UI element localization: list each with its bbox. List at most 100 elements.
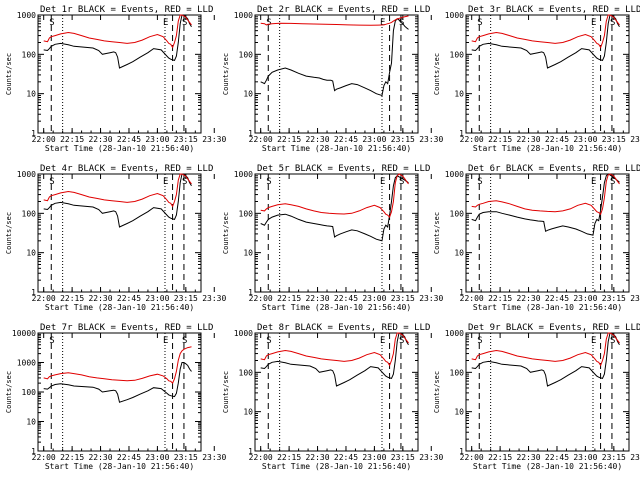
y-tick-label: 100	[239, 368, 254, 377]
x-tick-label: 22:30	[88, 453, 112, 462]
x-tick-label: 23:30	[202, 294, 226, 303]
x-tick-label: 22:30	[88, 294, 112, 303]
y-tick-label: 1	[248, 288, 253, 297]
y-tick-label: 100	[450, 50, 465, 59]
x-tick-label: 23:30	[630, 135, 640, 144]
lld-series-line	[43, 346, 192, 384]
y-tick-label: 1000	[234, 11, 253, 20]
panel-title: Det 2r BLACK = Events, RED = LLD	[257, 5, 430, 15]
y-tick-label: 100	[22, 50, 37, 59]
marker-label-S: S	[266, 177, 271, 187]
marker-label-S: S	[477, 177, 482, 187]
y-axis-label: Counts/sec	[222, 371, 230, 413]
x-tick-label: 22:30	[305, 294, 329, 303]
y-tick-label: 1	[459, 129, 464, 138]
y-tick-label: 10	[243, 249, 253, 258]
events-series-line	[471, 173, 620, 236]
y-tick-label: 1	[459, 447, 464, 456]
x-tick-label: 23:00	[573, 453, 597, 462]
y-tick-label: 10000	[12, 329, 36, 338]
panel-det-8: Det 8r BLACK = Events, RED = LLD 1 10 100 10…	[222, 323, 443, 471]
panel-det-1: Det 1r BLACK = Events, RED = LLD 1 10 100 10…	[5, 5, 226, 153]
x-tick-label: 23:00	[573, 135, 597, 144]
y-tick-label: 1000	[445, 11, 464, 20]
panel-det-4: Det 4r BLACK = Events, RED = LLD 1 10 100 10…	[5, 164, 226, 312]
x-tick-label: 22:15	[60, 135, 84, 144]
events-series-line	[471, 332, 620, 387]
y-tick-label: 1	[459, 288, 464, 297]
panel-title: Det 5r BLACK = Events, RED = LLD	[257, 164, 430, 174]
y-axis-label: Counts/sec	[433, 53, 441, 95]
events-series-line	[43, 14, 192, 69]
x-axis-label: Start Time (28-Jan-10 21:56:40)	[262, 144, 411, 153]
x-tick-label: 23:00	[362, 294, 386, 303]
x-axis-label: Start Time (28-Jan-10 21:56:40)	[262, 462, 411, 471]
x-tick-label: 22:30	[516, 453, 540, 462]
x-tick-label: 23:15	[174, 135, 198, 144]
y-tick-label: 1000	[234, 329, 253, 338]
y-tick-label: 1	[31, 288, 36, 297]
events-series-line	[260, 175, 409, 242]
marker-label-S: S	[49, 177, 54, 187]
panel-det-7: Det 7r BLACK = Events, RED = LLD 1 10 100 10…	[5, 323, 226, 471]
events-series-line	[43, 362, 192, 403]
y-tick-label: 10	[243, 408, 253, 417]
marker-label-E: E	[380, 177, 385, 187]
x-tick-label: 22:45	[117, 135, 141, 144]
y-tick-label: 10	[26, 249, 36, 258]
x-tick-label: 22:45	[545, 453, 569, 462]
panel-title: Det 6r BLACK = Events, RED = LLD	[468, 164, 640, 174]
panel-title: Det 7r BLACK = Events, RED = LLD	[40, 323, 213, 333]
x-tick-label: 23:00	[573, 294, 597, 303]
x-tick-label: 22:00	[460, 453, 484, 462]
panel-title: Det 9r BLACK = Events, RED = LLD	[468, 323, 640, 333]
x-tick-label: 23:30	[630, 294, 640, 303]
x-tick-label: 23:15	[391, 135, 415, 144]
y-tick-label: 10	[454, 249, 464, 258]
x-tick-label: 22:45	[117, 453, 141, 462]
x-tick-label: 22:45	[334, 294, 358, 303]
x-tick-label: 22:15	[60, 453, 84, 462]
y-tick-label: 100	[239, 50, 254, 59]
marker-label-S: S	[49, 336, 54, 346]
lld-series-line	[260, 15, 409, 26]
y-tick-label: 1000	[445, 170, 464, 179]
y-axis-label: Counts/sec	[433, 212, 441, 254]
y-tick-label: 10	[26, 418, 36, 427]
marker-label-S: S	[182, 18, 187, 28]
x-tick-label: 22:45	[545, 294, 569, 303]
y-tick-label: 1000	[234, 170, 253, 179]
x-tick-label: 23:15	[602, 453, 626, 462]
marker-label-S: S	[182, 177, 187, 187]
x-tick-label: 23:15	[174, 294, 198, 303]
x-tick-label: 23:00	[145, 135, 169, 144]
panel-title: Det 4r BLACK = Events, RED = LLD	[40, 164, 213, 174]
lld-series-line	[471, 332, 620, 367]
y-tick-label: 1000	[17, 11, 36, 20]
marker-label-E: E	[163, 336, 168, 346]
x-tick-label: 22:45	[117, 294, 141, 303]
marker-label-E: E	[163, 18, 168, 28]
x-tick-label: 22:15	[60, 294, 84, 303]
x-tick-label: 22:15	[277, 135, 301, 144]
y-tick-label: 1	[31, 129, 36, 138]
marker-label-S: S	[477, 18, 482, 28]
marker-label-E: E	[163, 177, 168, 187]
lld-series-line	[43, 14, 192, 49]
x-tick-label: 22:00	[249, 135, 273, 144]
y-tick-label: 100	[239, 209, 254, 218]
x-tick-label: 22:00	[460, 135, 484, 144]
marker-label-S: S	[266, 336, 271, 346]
panel-title: Det 1r BLACK = Events, RED = LLD	[40, 5, 213, 15]
x-tick-label: 23:15	[602, 135, 626, 144]
y-tick-label: 1000	[17, 359, 36, 368]
marker-label-S: S	[399, 177, 404, 187]
x-tick-label: 22:00	[460, 294, 484, 303]
x-tick-label: 22:00	[32, 294, 56, 303]
x-tick-label: 23:00	[362, 453, 386, 462]
x-tick-label: 23:15	[391, 294, 415, 303]
x-tick-label: 22:30	[305, 135, 329, 144]
x-tick-label: 22:30	[305, 453, 329, 462]
panel-det-9: Det 9r BLACK = Events, RED = LLD 1 10 100 10…	[433, 323, 640, 471]
